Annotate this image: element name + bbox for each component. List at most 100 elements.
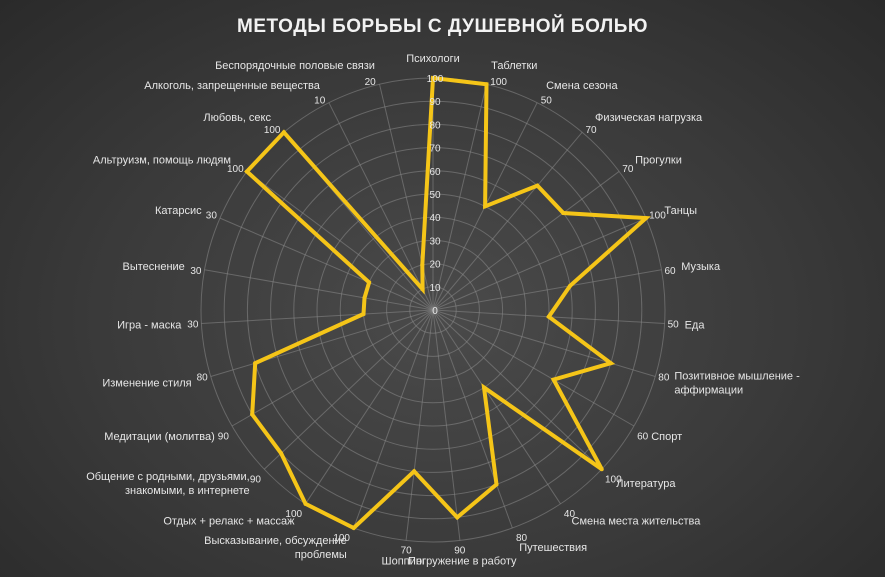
data-point-7 — [546, 314, 551, 319]
category-label: Шоппинг — [382, 555, 426, 567]
value-label: 80 — [197, 372, 209, 383]
category-label: Алкоголь, запрещенные вещества — [144, 80, 320, 92]
data-point-5 — [644, 216, 649, 221]
category-label: Альтруизм, помощь людям — [93, 155, 231, 167]
value-label: 40 — [564, 509, 576, 520]
radial-tick-label: 30 — [429, 236, 441, 247]
value-label: 80 — [516, 533, 528, 544]
radial-tick-label: 80 — [429, 120, 441, 131]
spoke-6 — [432, 269, 662, 311]
data-point-22 — [367, 280, 372, 285]
category-label: Путешествия — [519, 542, 587, 554]
category-label: Психологи — [406, 53, 460, 65]
value-label: 30 — [190, 266, 202, 277]
data-point-16 — [303, 501, 308, 506]
category-label: Спорт — [651, 431, 682, 443]
spoke-17 — [263, 309, 434, 470]
spoke-3 — [432, 131, 583, 311]
spoke-13 — [432, 309, 461, 541]
data-point-2 — [483, 204, 488, 209]
value-label: 100 — [227, 164, 244, 175]
data-point-13 — [455, 515, 460, 520]
data-point-24 — [281, 130, 286, 135]
value-label: 70 — [586, 125, 598, 136]
spoke-18 — [231, 309, 434, 427]
spoke-22 — [219, 217, 434, 311]
data-point-12 — [494, 482, 499, 487]
data-point-25 — [420, 287, 425, 292]
category-label: Медитации (молитва) — [104, 431, 215, 443]
spoke-1 — [432, 84, 487, 311]
value-label: 20 — [365, 77, 377, 88]
category-label: Таблетки — [491, 60, 537, 72]
spoke-12 — [432, 309, 513, 529]
value-label: 100 — [285, 509, 302, 520]
category-label: Вытеснение — [122, 261, 184, 273]
data-point-8 — [608, 361, 613, 366]
spoke-23 — [246, 171, 434, 311]
spoke-21 — [204, 269, 434, 311]
radial-tick-label: 20 — [429, 260, 441, 271]
value-label: 30 — [206, 211, 218, 222]
data-point-9 — [551, 377, 556, 382]
spoke-10 — [432, 309, 603, 470]
radial-tick-label: 90 — [429, 97, 441, 108]
data-point-15 — [351, 526, 356, 531]
data-point-0 — [431, 76, 435, 80]
radial-tick-label: 0 — [432, 306, 438, 317]
value-label: 30 — [187, 319, 199, 330]
chart-title: МЕТОДЫ БОРЬБЫ С ДУШЕВНОЙ БОЛЬЮ — [237, 16, 648, 37]
series-line-0 — [244, 75, 651, 531]
data-point-23 — [244, 169, 249, 174]
spoke-20 — [201, 309, 434, 324]
category-label: Беспорядочные половые связи — [215, 60, 375, 72]
spoke-4 — [432, 171, 620, 311]
radial-tick-label: 40 — [429, 213, 441, 224]
category-label: Катарсис — [155, 205, 202, 217]
data-point-21 — [362, 295, 367, 300]
value-labels: 1005070701006050806010040809070100100909… — [187, 77, 679, 556]
value-label: 10 — [314, 96, 326, 107]
radial-tick-label: 70 — [429, 144, 441, 155]
spoke-16 — [305, 309, 434, 505]
value-label: 60 — [665, 266, 677, 277]
radial-tick-labels: 0 10 20 30 40 50 60 70 80 90 100 — [427, 74, 444, 317]
category-label: Физическая нагрузка — [595, 112, 703, 124]
category-label: Танцы — [664, 205, 697, 217]
data-point-14 — [412, 469, 417, 474]
category-label: Еда — [685, 320, 706, 332]
data-point-26 — [420, 262, 425, 267]
data-point-17 — [279, 451, 284, 456]
value-label: 90 — [250, 475, 262, 486]
category-labels: Психологи Таблетки Смена сезона Физическая … — [86, 53, 800, 567]
data-point-10 — [599, 467, 604, 472]
category-label: Погружение в работу — [408, 555, 517, 567]
spoke-19 — [210, 309, 434, 378]
category-label: Высказывание, обсуждение проблемы — [204, 535, 347, 561]
category-label: Отдых + релакс + массаж — [163, 516, 295, 528]
value-label: 70 — [401, 545, 413, 556]
category-label: Любовь, секс — [203, 112, 271, 124]
spoke-5 — [432, 217, 647, 311]
value-label: 80 — [658, 372, 670, 383]
data-point-19 — [253, 361, 258, 366]
value-label: 100 — [649, 211, 666, 222]
value-label: 100 — [333, 533, 350, 544]
spoke-9 — [432, 309, 635, 427]
spoke-15 — [353, 309, 434, 529]
value-label: 50 — [541, 96, 553, 107]
category-label: Игра - маска — [117, 320, 182, 332]
value-label: 100 — [490, 77, 507, 88]
data-point-4 — [561, 211, 566, 216]
spoke-14 — [405, 309, 434, 541]
category-label: Смена места жительства — [572, 516, 702, 528]
category-label: Изменение стиля — [102, 377, 191, 389]
category-label: Музыка — [681, 261, 721, 273]
spoke-25 — [328, 102, 434, 311]
spoke-8 — [432, 309, 656, 378]
category-label: Общение с родными, друзьями, знакомыми, в… — [86, 471, 249, 497]
radial-tick-label: 60 — [429, 167, 441, 178]
radial-tick-label: 10 — [429, 283, 441, 294]
